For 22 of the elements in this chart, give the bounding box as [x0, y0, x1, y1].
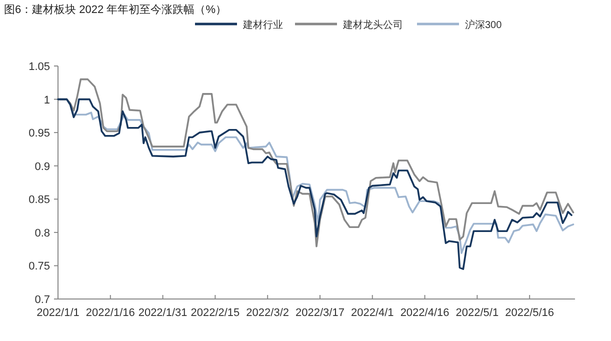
x-tick-label: 2022/1/31	[138, 307, 188, 319]
x-tick-label: 2022/4/16	[400, 307, 450, 319]
y-tick-label: 0.75	[28, 260, 50, 273]
x-tick-label: 2022/2/15	[190, 307, 240, 319]
y-tick-label: 1	[44, 94, 50, 106]
y-tick-label: 0.95	[28, 128, 50, 140]
legend-label: 建材龙头公司	[343, 20, 403, 31]
x-tick-label: 2022/1/16	[86, 307, 135, 319]
x-tick-label: 2022/5/1	[456, 307, 499, 319]
y-tick-label: 0.9	[34, 160, 50, 173]
legend-label: 沪深300	[465, 20, 502, 31]
x-tick-label: 2022/4/1	[350, 307, 394, 319]
x-tick-label: 2022/3/17	[296, 307, 344, 319]
y-tick-label: 0.7	[34, 294, 50, 306]
legend-label: 建材行业	[243, 20, 283, 31]
x-tick-label: 2022/3/2	[246, 307, 290, 319]
x-tick-label: 2022/1/1	[36, 307, 80, 319]
x-tick-label: 2022/5/16	[505, 307, 554, 319]
title: 图6：建材板块 2022 年年初至今涨跌幅（%）	[4, 4, 226, 16]
y-tick-label: 0.85	[28, 194, 50, 206]
y-tick-label: 0.8	[34, 227, 50, 240]
y-tick-label: 1.05	[28, 61, 50, 73]
